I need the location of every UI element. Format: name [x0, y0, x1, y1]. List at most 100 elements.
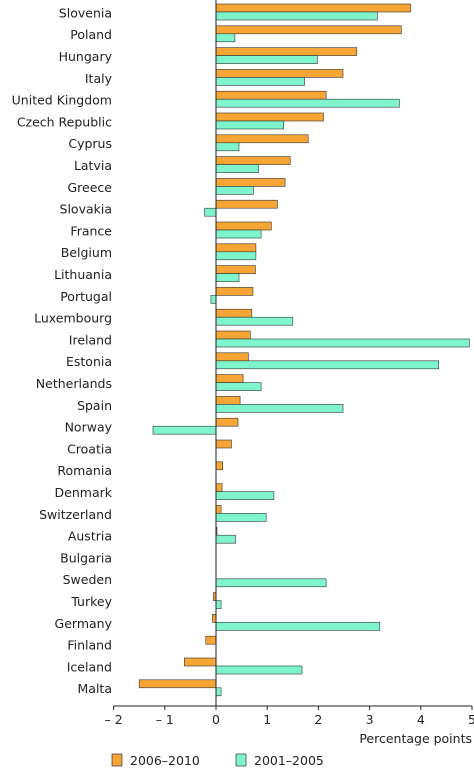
x-tick-label: 2	[314, 712, 322, 727]
category-label: Greece	[68, 180, 113, 195]
bar-2001-2005	[215, 33, 236, 43]
bar-2006-2010	[215, 483, 223, 492]
bar-2006-2010	[205, 635, 217, 645]
category-label: Luxembourg	[34, 311, 112, 326]
bar-2006-2010	[215, 221, 272, 231]
legend-item-2001-2005: 2001–2005	[235, 753, 324, 768]
bar-2001-2005	[215, 142, 240, 152]
category-label: Austria	[68, 529, 112, 544]
category-label: Estonia	[66, 354, 112, 369]
category-label: Croatia	[67, 441, 112, 456]
legend-label: 2001–2005	[254, 753, 324, 768]
category-label: Slovakia	[60, 202, 112, 217]
bar-2006-2010	[215, 439, 232, 449]
category-label: Finland	[67, 638, 112, 653]
bar-2006-2010	[215, 156, 291, 165]
category-label: Bulgaria	[60, 550, 112, 565]
bar-2001-2005	[152, 425, 217, 435]
bar-2006-2010	[215, 112, 324, 122]
category-label: Belgium	[61, 245, 112, 260]
category-label: Ireland	[69, 332, 112, 347]
bar-2006-2010	[215, 505, 222, 514]
bar-2001-2005	[215, 77, 305, 86]
legend-swatch	[111, 753, 123, 767]
x-axis-title: Percentage points	[359, 731, 472, 746]
category-label: Poland	[70, 27, 112, 42]
bar-2001-2005	[215, 229, 262, 239]
category-label: Turkey	[70, 594, 112, 609]
category-labels: Slovenia Poland Hungary Italy United Kingdom…	[12, 5, 113, 696]
bar-2001-2005	[215, 11, 378, 21]
bar-2001-2005	[215, 404, 344, 413]
category-label: France	[70, 223, 112, 238]
category-label: Romania	[57, 463, 112, 478]
category-label: Iceland	[67, 659, 112, 674]
legend-label: 2006–2010	[130, 753, 200, 768]
bar-2001-2005	[215, 98, 400, 108]
category-label: Latvia	[74, 158, 112, 173]
category-label: Italy	[85, 71, 113, 86]
legend-swatch	[235, 753, 247, 767]
bar-2001-2005	[215, 491, 275, 500]
category-label: Slovenia	[59, 5, 112, 20]
bar-2006-2010	[215, 461, 223, 471]
bar-2001-2005	[204, 207, 217, 217]
category-label: Switzerland	[39, 507, 112, 522]
bar-2006-2010	[215, 178, 286, 187]
bar-2001-2005	[215, 382, 262, 391]
bar-2001-2005	[215, 251, 257, 261]
bar-2001-2005	[215, 55, 318, 64]
category-label: Norway	[65, 420, 113, 435]
bar-2001-2005	[215, 534, 236, 544]
category-label: Czech Republic	[17, 114, 112, 129]
bar-2006-2010	[215, 396, 241, 405]
bar-2006-2010	[215, 374, 244, 383]
x-tick-label: – 1	[156, 712, 174, 727]
legend-item-2006-2010: 2006–2010	[111, 753, 200, 768]
category-label: Netherlands	[36, 376, 112, 391]
bar-2006-2010	[215, 243, 257, 253]
bar-2001-2005	[215, 578, 327, 588]
bar-2006-2010	[215, 265, 256, 274]
bar-2001-2005	[215, 622, 381, 631]
bar-2006-2010	[184, 657, 217, 667]
category-label: Portugal	[60, 289, 112, 304]
bar-2006-2010	[215, 287, 254, 296]
bar-2006-2010	[215, 69, 344, 78]
bars-layer	[138, 3, 470, 697]
category-label: Hungary	[59, 49, 113, 64]
category-label: Denmark	[55, 485, 113, 500]
bar-2006-2010	[215, 330, 251, 340]
x-tick-label: 5	[468, 712, 474, 727]
bar-2006-2010	[212, 614, 217, 623]
bar-2006-2010	[215, 308, 253, 318]
category-label: Malta	[78, 681, 112, 696]
bar-2006-2010	[215, 25, 402, 35]
bar-2006-2010	[215, 134, 309, 144]
bar-2001-2005	[215, 164, 259, 173]
category-label: Germany	[55, 616, 113, 631]
x-tick-label: 4	[417, 712, 425, 727]
bar-2006-2010	[215, 3, 411, 13]
bar-2001-2005	[215, 513, 267, 522]
bar-2001-2005	[215, 338, 470, 348]
x-tick-label: – 2	[105, 712, 123, 727]
bar-2006-2010	[215, 47, 358, 56]
bar-2001-2005	[215, 687, 222, 697]
bar-2001-2005	[215, 600, 222, 609]
category-label: Sweden	[63, 572, 112, 587]
bar-2001-2005	[215, 120, 284, 130]
bar-2006-2010	[215, 199, 278, 209]
category-label: Spain	[77, 398, 112, 413]
bar-2001-2005	[215, 273, 240, 282]
bar-2006-2010	[215, 90, 327, 100]
legend: 2006–2010 2001–2005	[111, 753, 324, 768]
bar-2001-2005	[215, 316, 294, 326]
bar-2001-2005	[215, 665, 303, 675]
category-label: Cyprus	[68, 136, 112, 151]
bar-2001-2005	[215, 360, 439, 370]
x-tick-label: 0	[212, 712, 220, 727]
bar-2001-2005	[215, 186, 254, 195]
